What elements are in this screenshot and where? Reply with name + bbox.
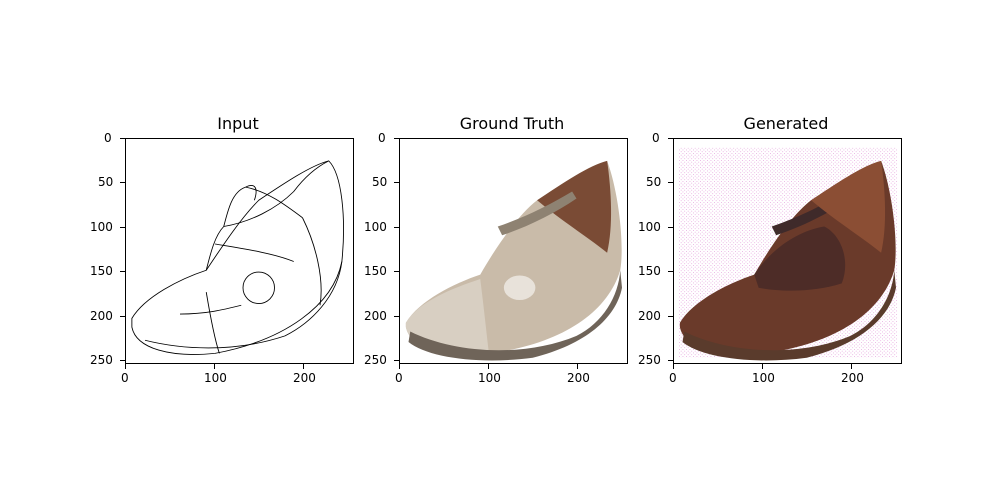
x-tick-label: 200 [841, 371, 864, 385]
panel-title-ground-truth: Ground Truth [459, 114, 565, 133]
shoe-generated-image [678, 147, 897, 361]
y-tick-label: 50 [646, 175, 662, 189]
y-tick-label: 0 [378, 131, 386, 145]
panel-title-generated: Generated [743, 114, 829, 133]
ground-truth-image-frame [399, 138, 628, 364]
input-image-frame [125, 138, 354, 364]
y-tick-label: 200 [364, 309, 387, 323]
x-tick-label: 200 [293, 371, 316, 385]
y-tick-label: 200 [638, 309, 661, 323]
y-tick-label: 200 [90, 309, 113, 323]
y-tick-label: 250 [638, 353, 661, 367]
x-tick-label: 0 [121, 371, 129, 385]
shoe-photo-image [405, 160, 622, 361]
x-tick-label: 200 [567, 371, 590, 385]
y-tick-label: 100 [638, 220, 661, 234]
y-tick-label: 100 [364, 220, 387, 234]
generated-image-frame [673, 138, 902, 364]
y-tick-label: 100 [90, 220, 113, 234]
x-tick-label: 100 [752, 371, 775, 385]
y-tick-label: 50 [372, 175, 388, 189]
panel-title-input: Input [217, 114, 259, 133]
y-tick-label: 50 [98, 175, 114, 189]
y-tick-label: 0 [104, 131, 112, 145]
x-tick-label: 0 [669, 371, 677, 385]
shoe-sketch-image [131, 160, 344, 355]
x-tick-label: 100 [478, 371, 501, 385]
y-tick-label: 150 [90, 264, 113, 278]
x-tick-label: 0 [395, 371, 403, 385]
y-tick-label: 150 [364, 264, 387, 278]
y-tick-label: 250 [90, 353, 113, 367]
y-tick-label: 0 [652, 131, 660, 145]
y-tick-label: 250 [364, 353, 387, 367]
y-tick-label: 150 [638, 264, 661, 278]
x-tick-label: 100 [204, 371, 227, 385]
